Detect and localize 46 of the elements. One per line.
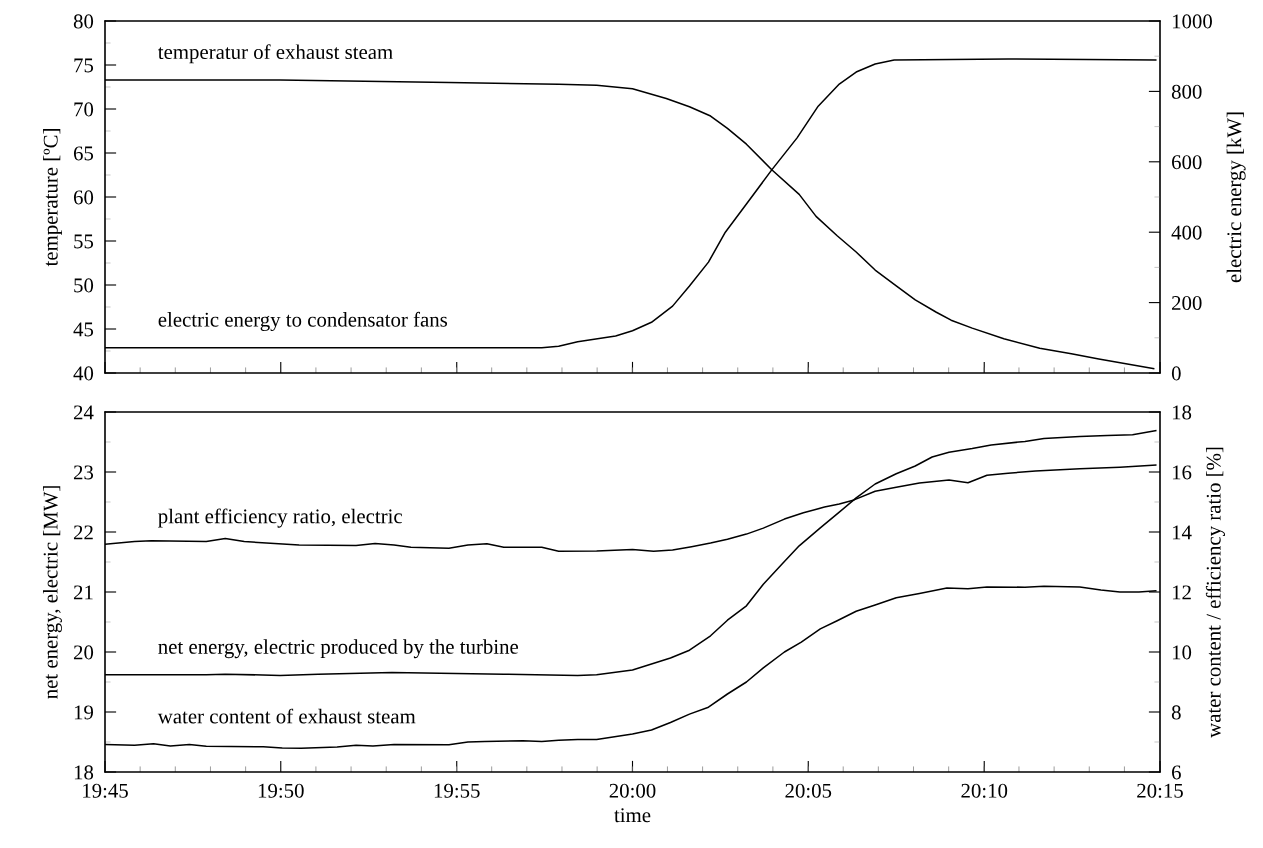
series-label: water content of exhaust steam [157, 708, 416, 724]
y-tick-label: 65 [73, 146, 94, 161]
x-tick-label: 19:55 [434, 783, 480, 798]
y-tick-label: 40 [73, 366, 94, 381]
y2-tick-label: 12 [1172, 585, 1191, 600]
y2-tick-label: 1000 [1172, 14, 1212, 29]
y-tick-label: 23 [73, 465, 94, 480]
y2-tick-label: 400 [1171, 225, 1202, 240]
y2-tick-label: 600 [1172, 155, 1202, 170]
x-tick-label: 20:10 [961, 783, 1008, 798]
y2-axis-title: electric energy [kW] [1226, 112, 1246, 283]
x-tick-label: 20:05 [785, 783, 832, 798]
y2-tick-label: 10 [1172, 645, 1192, 660]
x-tick-label: 20:00 [609, 783, 656, 798]
y-tick-label: 55 [74, 234, 94, 249]
y2-tick-label: 0 [1171, 366, 1181, 381]
x-tick-label: 19:50 [258, 783, 304, 798]
series-label: temperatur of exhaust steam [157, 44, 393, 64]
y-tick-label: 75 [74, 58, 94, 73]
y-tick-label: 45 [73, 322, 94, 337]
y2-tick-label: 8 [1171, 705, 1181, 720]
y-tick-label: 20 [73, 645, 94, 660]
y2-tick-label: 14 [1172, 525, 1192, 540]
y-tick-label: 21 [73, 585, 93, 600]
y-axis-title: net energy, electric [MW] [42, 486, 62, 699]
y-tick-label: 50 [74, 278, 94, 293]
y2-tick-label: 6 [1172, 765, 1181, 780]
y2-axis-title: water content / efficiency ratio [%] [1205, 447, 1225, 738]
y-tick-label: 60 [73, 190, 94, 205]
y-tick-label: 70 [74, 102, 94, 117]
x-tick-label: 19:45 [83, 783, 128, 798]
series-label: net energy, electric produced by the turbine [158, 639, 519, 659]
y2-tick-label: 16 [1172, 465, 1192, 480]
y-tick-label: 22 [73, 525, 93, 540]
y-tick-label: 80 [73, 14, 94, 29]
y-tick-label: 24 [73, 405, 94, 420]
x-axis-title: time [614, 808, 651, 823]
x-tick-label: 20:15 [1137, 783, 1183, 798]
y-tick-label: 19 [74, 705, 94, 720]
y2-tick-label: 18 [1172, 405, 1192, 420]
y-tick-label: 18 [74, 765, 94, 780]
y2-tick-label: 800 [1171, 84, 1202, 99]
y-axis-title: temperature [ºC] [43, 129, 62, 267]
series-label: plant efficiency ratio, electric [158, 508, 402, 528]
series-label: electric energy to condensator fans [158, 311, 448, 331]
y2-tick-label: 200 [1172, 295, 1202, 311]
